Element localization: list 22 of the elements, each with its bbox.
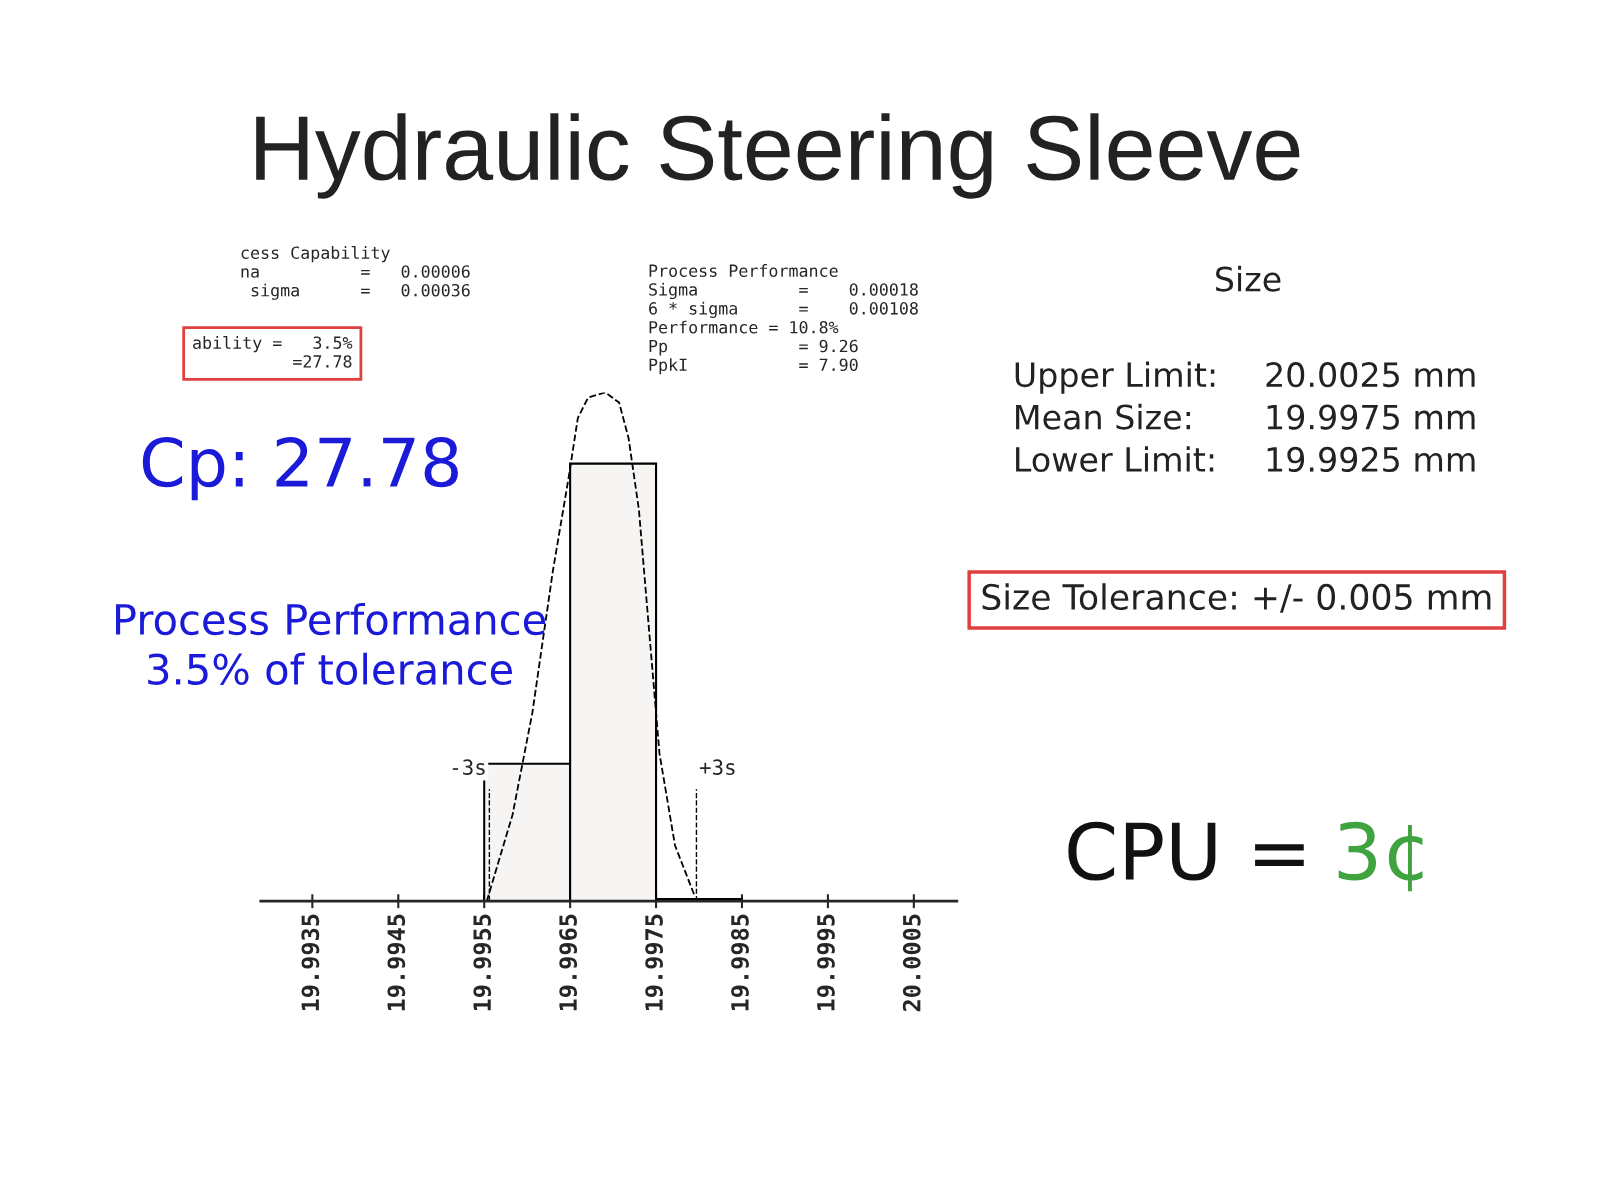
- text: Size Tolerance: +/- 0.005 mm: [982, 583, 1491, 613]
- text: cess Capability na = 0.00006 sigma = 0.00036: [241, 246, 470, 300]
- x-tick-label: 19.9985: [730, 914, 749, 1011]
- x-tick-label: 19.9965: [559, 914, 578, 1011]
- annotation: Process Performance 3.5% of tolerance: [116, 602, 546, 685]
- text: ability = 3.5% =27.78: [193, 336, 353, 368]
- text: Process Performance Sigma = 0.00018 6 * sigma = 0.00108 Performance = 10.8% Pp = 9.26 PpkI = 7.90: [649, 264, 918, 375]
- ref-line-label: -3s: [452, 759, 485, 776]
- x-tick-label: 19.9935: [301, 914, 320, 1011]
- x-tick-label: 19.9955: [473, 914, 492, 1011]
- text: Upper Limit: Mean Size: Lower Limit:: [1015, 361, 1215, 473]
- text: 20.0025 mm 19.9975 mm 19.9925 mm: [1266, 362, 1475, 473]
- text: 3¢: [1338, 821, 1423, 892]
- text: Size: [1215, 265, 1281, 292]
- x-tick-label: 19.9995: [817, 914, 835, 1011]
- x-tick-label: 20.0005: [902, 914, 921, 1012]
- annotation: Cp: 27.78: [142, 436, 458, 501]
- chart-title: Hydraulic Steering Sleeve: [256, 113, 1300, 199]
- text: CPU =: [1068, 821, 1304, 881]
- x-tick-label: 19.9945: [387, 914, 406, 1011]
- x-tick-label: 19.9975: [645, 914, 664, 1011]
- ref-line-label: +3s: [699, 759, 735, 776]
